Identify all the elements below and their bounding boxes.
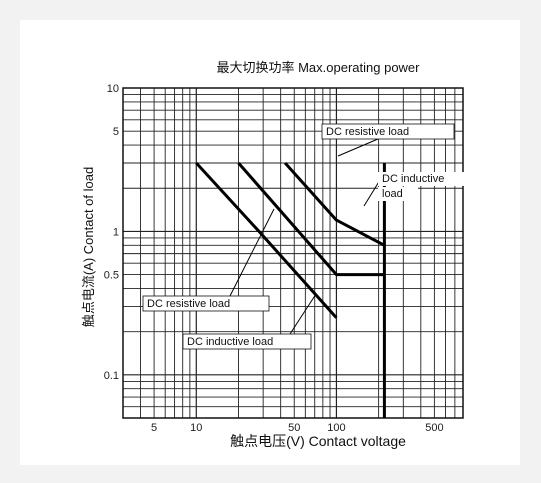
x-tick-label: 100 — [327, 422, 345, 434]
annotation-label: DC inductive — [382, 173, 444, 185]
plot-frame — [122, 87, 464, 419]
y-tick-label: 10 — [107, 83, 119, 95]
annotation-label: DC resistive load — [326, 126, 409, 138]
y-tick-label: 0.5 — [104, 270, 119, 282]
series-line-2 — [237, 162, 385, 277]
x-tick-label: 10 — [190, 422, 202, 434]
series-layer — [195, 161, 386, 418]
annotation-label: DC resistive load — [147, 298, 230, 310]
x-axis-label: 触点电压(V) Contact voltage — [230, 433, 406, 449]
annotation-leader-line — [289, 293, 317, 335]
annotation-leader-line — [363, 179, 381, 207]
annotation-label: load — [382, 188, 403, 200]
x-tick-label: 5 — [151, 422, 157, 434]
x-tick-label: 500 — [425, 422, 443, 434]
tick-layer: 5 10 50 100 500 10 5 1 0.5 0.1 — [104, 83, 444, 434]
chart-title: 最大切换功率 Max.operating power — [216, 60, 420, 75]
series-line-1 — [195, 161, 338, 319]
grid-layer — [122, 87, 464, 419]
annotation-box — [182, 333, 312, 350]
annotation-leader-line — [337, 138, 379, 157]
x-tick-label: 50 — [288, 422, 300, 434]
y-tick-label: 1 — [113, 226, 119, 238]
annotation-box — [378, 187, 418, 201]
annotation-leader-line — [229, 208, 275, 297]
annotation-box — [321, 123, 455, 140]
annotation-label: DC inductive load — [187, 336, 273, 348]
annotation-box — [378, 172, 464, 186]
y-tick-label: 0.1 — [104, 370, 119, 382]
annotation-layer: DC resistive load DC inductive load DC resi… — [142, 123, 464, 350]
y-tick-label: 5 — [113, 126, 119, 138]
annotation-box — [142, 295, 270, 312]
series-line-3 — [283, 161, 386, 247]
y-axis-label: 触点电流(A) Contact of load — [81, 167, 96, 327]
